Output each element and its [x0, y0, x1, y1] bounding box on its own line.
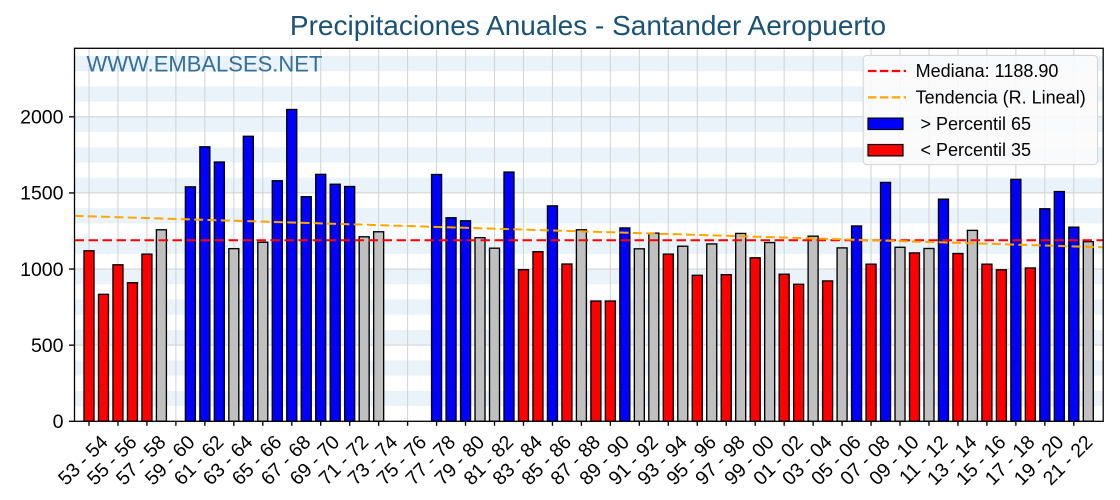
svg-text:Tendencia (R. Lineal): Tendencia (R. Lineal): [916, 87, 1086, 107]
svg-text:> Percentil 65: > Percentil 65: [921, 114, 1032, 134]
svg-text:Mediana: 1188.90: Mediana: 1188.90: [916, 61, 1059, 81]
svg-text:0: 0: [53, 411, 64, 433]
svg-text:1000: 1000: [20, 259, 64, 281]
svg-text:< Percentil 35: < Percentil 35: [921, 140, 1032, 160]
svg-text:2000: 2000: [20, 107, 64, 129]
svg-text:500: 500: [31, 335, 64, 357]
svg-text:Precipitaciones Anuales - Sant: Precipitaciones Anuales - Santander Aero…: [290, 10, 886, 41]
svg-text:WWW.EMBALSES.NET: WWW.EMBALSES.NET: [87, 52, 323, 77]
svg-text:1500: 1500: [20, 183, 64, 205]
